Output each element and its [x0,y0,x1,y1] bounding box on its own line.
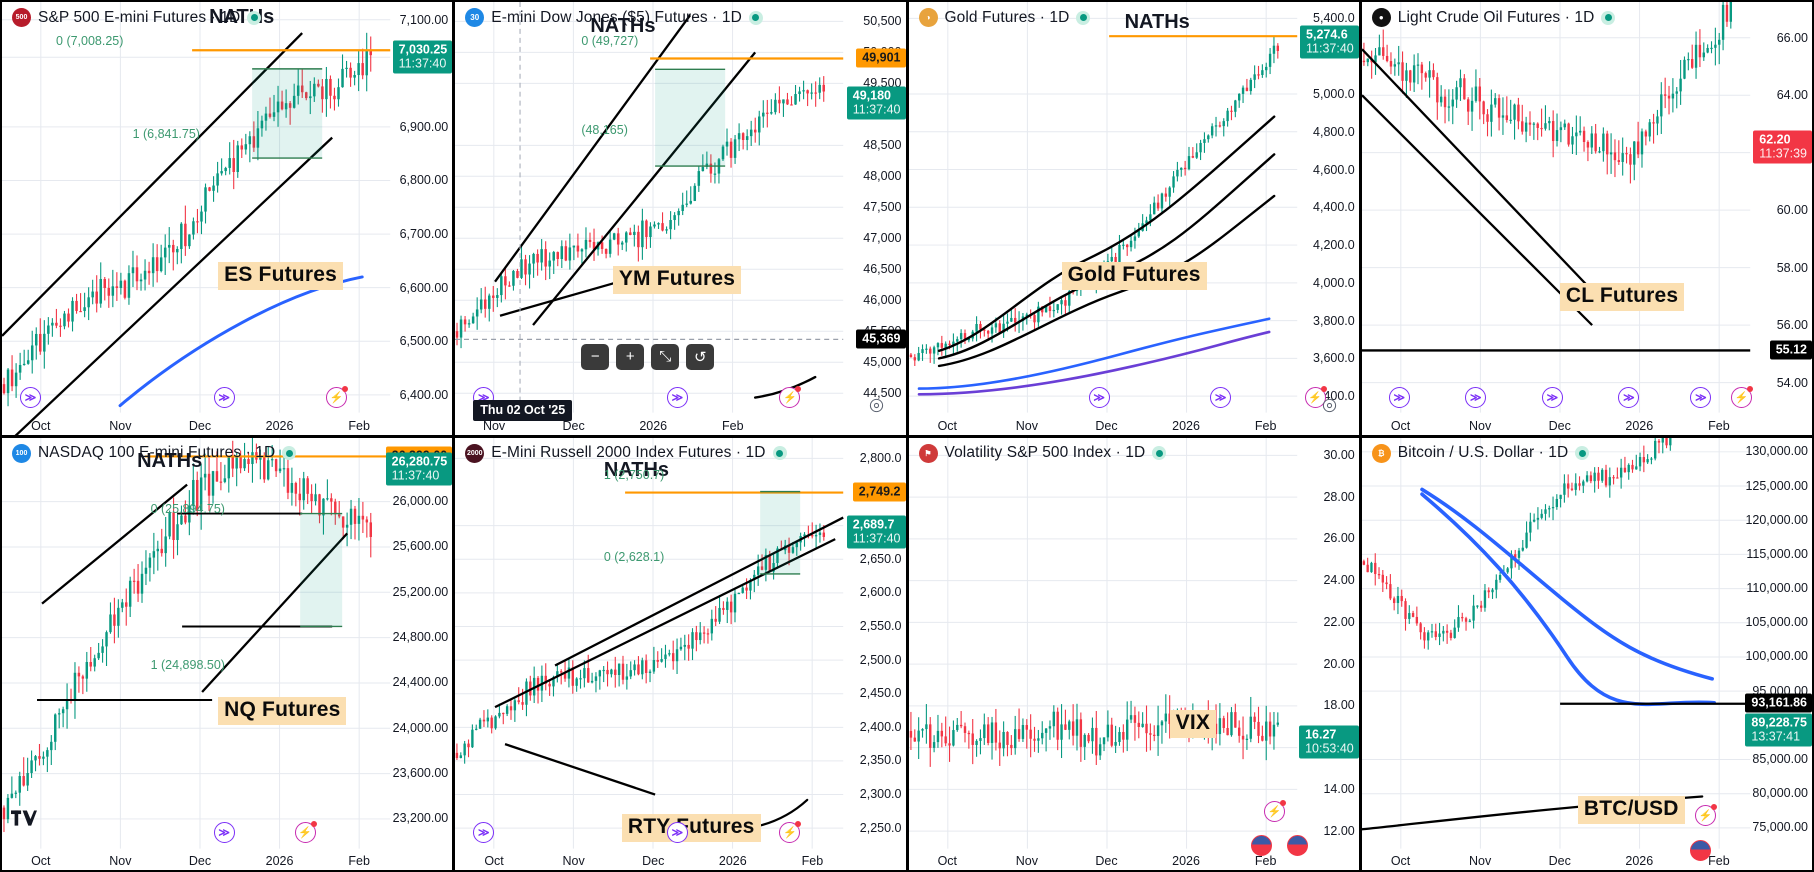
chart-panel-rty[interactable]: 2000 E-Mini Russell 2000 Index Futures · … [455,437,906,871]
notification-dot-icon [1746,385,1753,392]
notification-dot-icon [310,821,317,828]
plot-area-ym[interactable] [455,2,905,435]
nath-annotation: NATHs [209,6,275,29]
fib-level-label: 1 (2,750.7) [603,467,665,482]
fib-level-label: 0 (7,008.25) [56,34,124,49]
earnings-event-icon[interactable]: ⚡ [326,385,349,408]
tradingview-logo-icon[interactable] [11,809,37,829]
chart-panel-cl[interactable]: ● Light Crude Oil Futures · 1D 66.00 64.00 6… [1361,2,1812,435]
earnings-event-icon[interactable]: ⚡ [1264,799,1287,822]
zoom-in-button[interactable]: + [616,343,645,370]
dividend-event-icon[interactable]: ≫ [1088,386,1110,408]
chart-panel-nq[interactable]: 100 NASDAQ 100 E-mini Futures · 1D 26,000.… [2,437,453,871]
dividend-event-icon[interactable]: ≫ [1690,386,1712,408]
chart-settings-gear-icon[interactable] [869,398,884,413]
dividend-event-icon[interactable]: ≫ [1541,386,1563,408]
nath-annotation: NATHs [137,450,203,473]
maximize-button[interactable]: ⤡ [651,343,680,370]
chart-panel-btc[interactable]: ₿ Bitcoin / U.S. Dollar · 1D 130,000.00 125… [1361,437,1812,870]
dividend-event-icon[interactable]: ≫ [1388,386,1410,408]
reset-button[interactable]: ↺ [686,343,715,370]
economic-event-flag-icon[interactable] [1250,835,1272,857]
chart-watermark-label: BTC/USD [1577,796,1685,825]
notification-dot-icon [795,821,802,828]
notification-dot-icon [795,385,802,392]
chart-floating-toolbar[interactable]: − + ⤡ ↺ [581,343,715,370]
chart-watermark-label: CL Futures [1559,283,1685,312]
nath-annotation: NATHs [603,459,670,482]
earnings-event-icon[interactable]: ⚡ [294,821,317,844]
plot-area-cl[interactable] [1361,2,1812,435]
dividend-event-icon[interactable]: ≫ [213,386,235,408]
fib-level-label: 0 (2,628.1) [603,549,665,564]
chart-panel-es[interactable]: 500 S&P 500 E-mini Futures · 1D 7,100.00 7,… [2,2,453,435]
earnings-event-icon[interactable]: ⚡ [779,821,802,844]
economic-event-flag-icon[interactable] [1690,839,1712,861]
notification-dot-icon [1710,804,1717,811]
dividend-event-icon[interactable]: ≫ [1465,386,1487,408]
nath-annotation: NATHs [590,14,656,37]
plot-area-gc[interactable] [908,2,1359,435]
dividend-event-icon[interactable]: ≫ [20,386,41,408]
fib-level-label: 0 (25,894.75) [150,502,225,517]
fib-level-label: 0 (49,727) [581,34,639,49]
plot-area-rty[interactable] [455,437,905,871]
zoom-out-button[interactable]: − [581,343,610,370]
chart-panel-ym[interactable]: 30 E-mini Dow Jones ($5) Futures · 1D 50,5… [455,2,906,435]
dividend-event-icon[interactable]: ≫ [473,822,495,844]
dividend-event-icon[interactable]: ≫ [1618,386,1640,408]
chart-watermark-label: VIX [1169,709,1217,738]
dividend-event-icon[interactable]: ≫ [666,386,688,408]
dividend-event-icon[interactable]: ≫ [213,822,235,844]
plot-area-es[interactable] [2,2,452,435]
chart-panel-gc[interactable]: ◑ Gold Futures · 1D 5,400.0 5,000.0 4,800.0 4… [908,2,1359,435]
crosshair-date-label: Thu 02 Oct '25 [473,399,573,421]
chart-settings-gear-icon[interactable] [1322,398,1337,413]
earnings-event-icon[interactable]: ⚡ [1694,804,1717,827]
chart-watermark-label: YM Futures [612,265,742,294]
notification-dot-icon [342,385,349,392]
fib-level-label: (48,165) [581,123,628,138]
plot-area-nq[interactable] [2,437,452,871]
dividend-event-icon[interactable]: ≫ [1210,386,1232,408]
chart-watermark-label: Gold Futures [1061,261,1207,290]
fib-level-label: 1 (24,898.50) [150,658,225,673]
notification-dot-icon [1320,385,1327,392]
economic-event-flag-icon[interactable] [1286,835,1308,857]
chart-watermark-label: NQ Futures [218,697,347,725]
dividend-event-icon[interactable]: ≫ [666,822,688,844]
plot-area-vix[interactable] [908,437,1359,871]
fib-level-label: 1 (6,841.75) [132,127,200,142]
chart-watermark-label: ES Futures [218,261,343,290]
earnings-event-icon[interactable]: ⚡ [1304,385,1327,408]
chart-watermark-label: RTY Futures [621,813,761,842]
chart-panel-vix[interactable]: ⚑ Volatility S&P 500 Index · 1D 30.00 28.00… [908,437,1359,871]
earnings-event-icon[interactable]: ⚡ [1730,385,1753,408]
nath-annotation: NATHs [1124,10,1190,33]
notification-dot-icon [1280,799,1287,806]
earnings-event-icon[interactable]: ⚡ [779,385,802,408]
